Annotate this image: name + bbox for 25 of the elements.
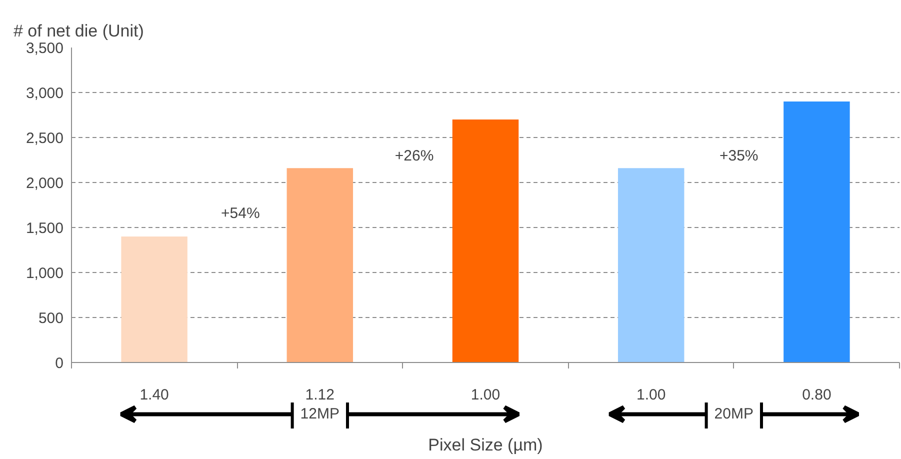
y-tick-label: 1,000 bbox=[26, 265, 64, 282]
x-tick-label: 1.12 bbox=[305, 386, 335, 404]
x-tick-label: 1.00 bbox=[636, 386, 666, 404]
annotation: +26% bbox=[394, 148, 434, 164]
y-tick-label: 1,500 bbox=[26, 220, 64, 237]
bar bbox=[452, 120, 519, 362]
x-tick-label: 1.40 bbox=[140, 386, 169, 404]
bar bbox=[784, 102, 850, 362]
bar bbox=[618, 168, 684, 362]
annotation: +54% bbox=[221, 205, 260, 222]
y-axis-title: # of net die (Unit) bbox=[14, 22, 144, 40]
y-tick-label: 2,500 bbox=[26, 130, 64, 147]
annotation: +35% bbox=[719, 148, 758, 164]
y-tick-label: 500 bbox=[38, 310, 64, 327]
bar bbox=[121, 236, 188, 362]
x-tick-label: 1.00 bbox=[470, 386, 500, 404]
y-tick-label: 3,500 bbox=[26, 40, 64, 57]
bar bbox=[286, 168, 354, 362]
x-axis-title: Pixel Size (µm) bbox=[428, 436, 543, 454]
y-tick-label: 0 bbox=[55, 355, 64, 372]
x-tick-label: 0.80 bbox=[802, 386, 832, 404]
y-tick-label: 2,000 bbox=[26, 175, 64, 192]
text: 12MP bbox=[300, 406, 340, 423]
y-tick-label: 3,000 bbox=[26, 85, 64, 102]
text: 20MP bbox=[714, 406, 754, 423]
